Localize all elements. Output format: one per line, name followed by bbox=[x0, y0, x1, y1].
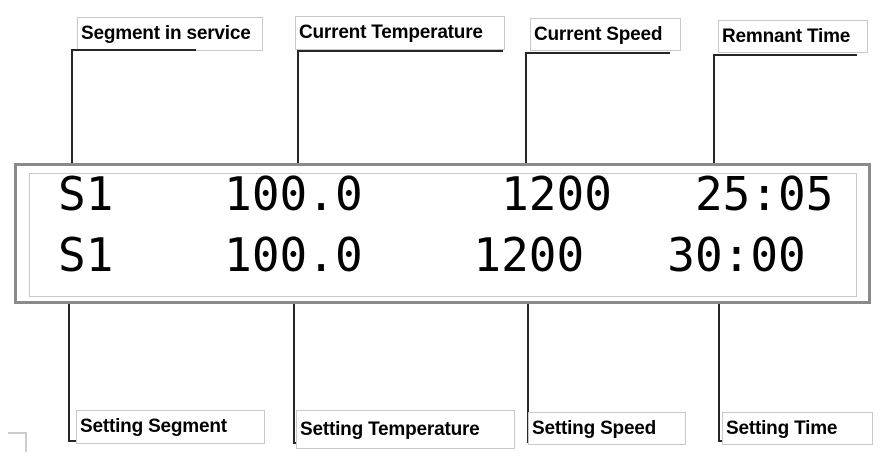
callout-current-speed: Current Speed bbox=[530, 18, 681, 51]
leader-current-temperature-vertical bbox=[297, 50, 299, 164]
leader-remnant-time-horizontal bbox=[713, 54, 857, 56]
callout-setting-speed-label: Setting Speed bbox=[532, 417, 657, 439]
leader-segment-in-service-horizontal bbox=[71, 49, 196, 51]
callout-setting-segment: Setting Segment bbox=[76, 410, 265, 444]
callout-remnant-time-label: Remnant Time bbox=[722, 25, 851, 47]
callout-setting-segment-label: Setting Segment bbox=[80, 416, 227, 437]
display-row-current-values: S1 100.0 1200 25:05 bbox=[58, 167, 834, 221]
leader-remnant-time-vertical bbox=[713, 54, 715, 164]
display-row-setting-values: S1 100.0 1200 30:00 bbox=[58, 228, 806, 282]
callout-setting-time-label: Setting Time bbox=[726, 417, 838, 439]
leader-current-speed-horizontal bbox=[525, 52, 670, 54]
callout-segment-in-service-label: Segment in service bbox=[81, 23, 251, 44]
callout-current-temperature: Current Temperature bbox=[295, 16, 505, 50]
callout-remnant-time: Remnant Time bbox=[718, 20, 868, 53]
leader-current-temperature-horizontal bbox=[297, 50, 503, 52]
callout-setting-time: Setting Time bbox=[722, 412, 873, 445]
leader-setting-temperature-vertical bbox=[293, 304, 295, 444]
leader-setting-speed-vertical bbox=[527, 304, 529, 443]
lcd-display-panel bbox=[14, 163, 871, 304]
leader-setting-segment-vertical bbox=[68, 304, 70, 442]
leader-current-speed-vertical bbox=[525, 52, 527, 164]
leader-segment-in-service-vertical bbox=[71, 49, 73, 164]
callout-setting-speed: Setting Speed bbox=[528, 412, 686, 445]
callout-setting-temperature-label: Setting Temperature bbox=[300, 418, 480, 440]
corner-bracket-horizontal bbox=[8, 432, 27, 434]
callout-segment-in-service: Segment in service bbox=[77, 17, 263, 51]
leader-setting-time-vertical bbox=[718, 304, 720, 442]
callout-current-temperature-label: Current Temperature bbox=[299, 22, 483, 43]
corner-bracket-vertical bbox=[25, 432, 27, 452]
callout-current-speed-label: Current Speed bbox=[534, 23, 663, 45]
callout-setting-temperature: Setting Temperature bbox=[296, 410, 515, 449]
lcd-display-screen bbox=[29, 173, 857, 297]
